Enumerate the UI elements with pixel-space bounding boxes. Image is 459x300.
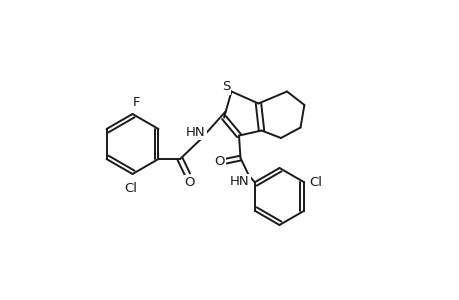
Text: HN: HN: [186, 126, 205, 140]
Text: Cl: Cl: [309, 176, 322, 189]
Text: S: S: [221, 80, 230, 94]
Text: O: O: [214, 154, 224, 168]
Text: Cl: Cl: [124, 182, 137, 195]
Text: F: F: [133, 95, 140, 109]
Text: HN: HN: [230, 175, 249, 188]
Text: O: O: [185, 176, 195, 189]
